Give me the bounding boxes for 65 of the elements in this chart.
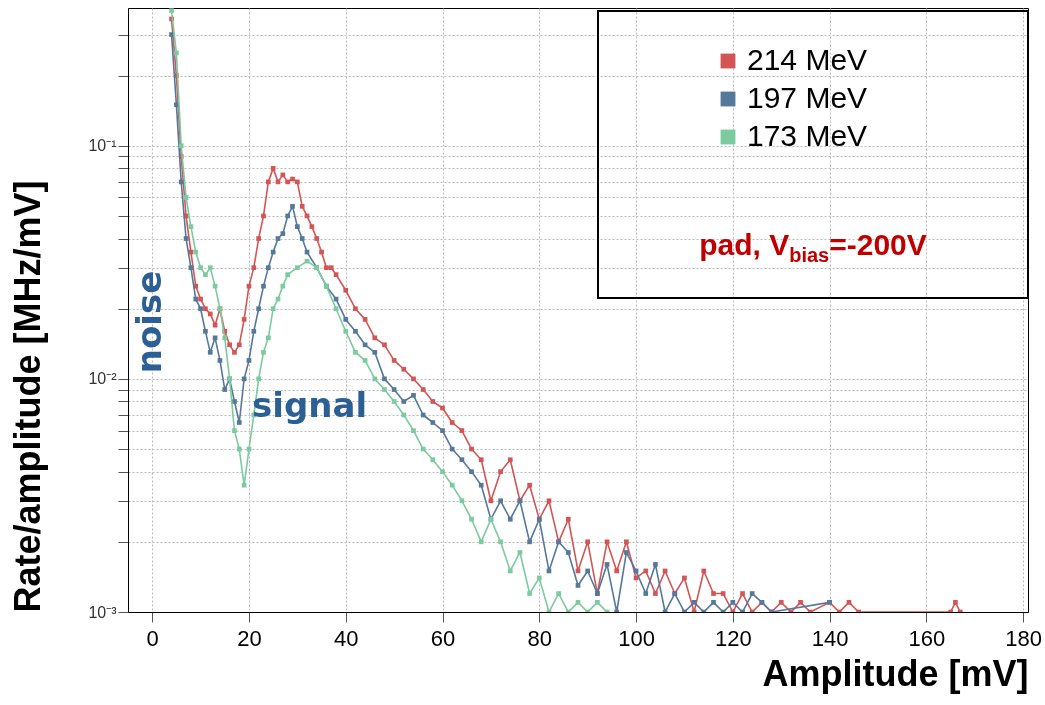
point [236,446,242,452]
point [411,428,416,433]
point [169,8,174,13]
point [193,249,199,255]
point [401,412,407,418]
annotation: noise [129,270,170,374]
point [556,591,561,596]
point [261,349,266,355]
point [536,575,542,581]
point [203,272,208,277]
point [459,498,465,504]
point [478,539,484,545]
point [440,469,445,474]
annotation: signal [252,385,368,425]
x-tick-label: 160 [908,625,946,651]
point [222,335,228,341]
point [174,50,179,56]
point [256,376,261,382]
point [517,550,523,555]
point [595,600,600,605]
point [527,591,532,596]
x-axis-title: Amplitude [mV] [762,652,1029,694]
x-tick-label: 0 [146,625,159,651]
x-tick-label: 40 [334,625,359,651]
point [575,600,581,605]
point [333,306,339,312]
point [270,306,276,312]
y-tick-label: 10⁻² [88,370,118,388]
point [362,358,368,363]
point [207,265,213,271]
point [353,349,358,355]
point [343,328,349,334]
point [198,265,203,271]
point [232,428,237,433]
point [430,457,436,463]
point [498,539,503,545]
point [295,265,300,271]
point [382,387,387,392]
point [372,376,378,382]
x-tick-label: 180 [1005,625,1043,651]
annotation: pad, V$_{bias}$=-200V [698,228,928,267]
point [285,272,291,277]
y-tick-label: 10⁻³ [88,603,118,621]
legend-label: 197 MeV [747,81,868,114]
point [391,399,397,404]
point [449,482,455,488]
x-tick-label: 60 [430,625,456,651]
legend-label: 214 MeV [747,43,868,76]
point [280,283,286,289]
point [265,335,271,341]
point [420,446,426,452]
point [241,482,247,488]
y-tick-label: 10⁻¹ [88,137,117,155]
x-tick-label: 80 [527,625,553,651]
legend-label: 173 MeV [747,119,868,152]
x-tick-label: 120 [714,625,752,651]
point [178,143,184,149]
x-tick-label: 140 [811,625,849,651]
y-axis-title: Rate/amplitude [MHz/mV] [7,180,49,613]
point [183,195,189,200]
point [469,516,474,522]
point [507,568,513,574]
point [188,224,194,229]
x-tick-label: 20 [237,625,262,651]
x-tick-label: 100 [618,625,655,651]
